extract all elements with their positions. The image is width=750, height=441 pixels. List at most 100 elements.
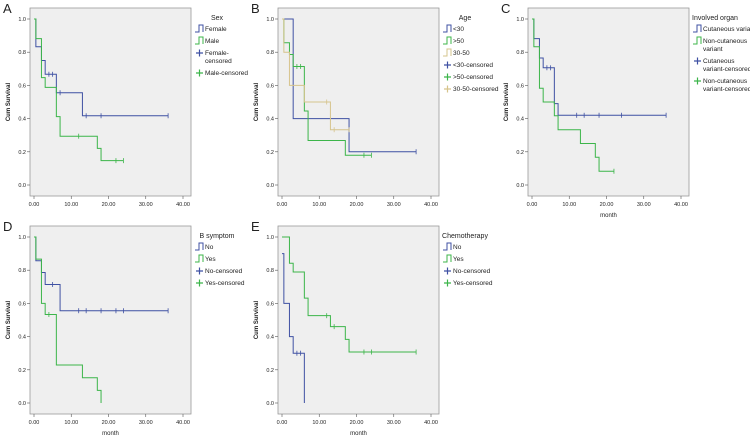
x-tick-label: 40.00 <box>176 420 190 426</box>
legend-label: No <box>205 244 214 251</box>
panel-label: A <box>3 1 12 16</box>
x-tick-label: 40.00 <box>424 202 438 208</box>
legend-label: variant <box>703 46 723 53</box>
x-tick-label: 40.00 <box>674 202 688 208</box>
y-axis-label: Cum Survival <box>504 83 510 122</box>
legend-step-icon <box>693 36 702 45</box>
legend-plus-icon <box>694 77 701 85</box>
legend-step-icon <box>195 254 204 263</box>
y-tick-label: 1.0 <box>266 235 274 241</box>
legend-label: censored <box>205 58 232 65</box>
legend-step-icon <box>443 36 452 45</box>
legend-label: >50-censored <box>453 74 493 81</box>
x-tick-label: 20.00 <box>350 202 364 208</box>
legend-label: Non-cutaneous <box>703 78 748 85</box>
x-tick-label: 20.00 <box>600 202 614 208</box>
plot-frame <box>277 225 440 415</box>
panel-a: A 0.0 0.2 0.4 0.6 0.8 1.0 0.00 10.00 20.00 30.00 40… <box>3 1 248 208</box>
y-tick-label: 1.0 <box>516 17 524 23</box>
x-axis-label: month <box>350 431 367 437</box>
legend-label: No-censored <box>453 268 491 275</box>
legend-step-icon <box>443 254 452 263</box>
legend-title: Sex <box>211 15 224 22</box>
panel-label: E <box>251 219 260 234</box>
legend-label: Yes-censored <box>453 280 493 287</box>
survival-curve-female <box>34 18 169 117</box>
x-tick-label: 30.00 <box>387 420 401 426</box>
survival-curve-male <box>34 18 124 162</box>
y-tick-label: 0.4 <box>266 117 274 123</box>
y-tick-label: 1.0 <box>18 17 26 23</box>
panel-b: B 0.0 0.2 0.4 0.6 0.8 1.0 0.00 10.00 20.00 30.00 40… <box>251 1 499 208</box>
x-tick-label: 0.00 <box>277 420 288 426</box>
panel-label: B <box>251 1 260 16</box>
survival-curve-yes <box>282 236 417 353</box>
panel-d: D 0.0 0.2 0.4 0.6 0.8 1.0 0.00 10.00 20.00 30.00 40… <box>3 219 245 437</box>
survival-curve--30 <box>282 18 417 153</box>
legend-label: <30-censored <box>453 62 493 69</box>
legend-plus-icon <box>444 61 451 69</box>
legend-label: Male <box>205 38 219 45</box>
x-tick-label: 30.00 <box>637 202 651 208</box>
y-axis-label: Cum Survival <box>254 83 260 122</box>
legend-plus-icon <box>196 279 203 287</box>
y-tick-label: 0.0 <box>516 183 524 189</box>
x-axis-label: month <box>600 213 617 219</box>
survival-curve-non-cutaneous-variant <box>532 18 614 172</box>
y-tick-label: 1.0 <box>18 235 26 241</box>
x-tick-label: 10.00 <box>64 202 78 208</box>
x-tick-label: 10.00 <box>312 420 326 426</box>
y-tick-label: 0.6 <box>516 83 524 89</box>
survival-curve-yes <box>34 236 102 403</box>
x-axis-label: month <box>102 431 119 437</box>
legend-step-icon <box>195 36 204 45</box>
y-tick-label: 0.0 <box>266 183 274 189</box>
panel-c: C 0.0 0.2 0.4 0.6 0.8 1.0 0.00 10.00 20.00 30.00 40… <box>501 1 750 219</box>
legend-label: Female- <box>205 50 229 57</box>
plot-frame <box>29 225 192 415</box>
y-tick-label: 0.0 <box>18 183 26 189</box>
legend-plus-icon <box>196 49 203 57</box>
legend-step-icon <box>443 242 452 251</box>
survival-curve-30-50 <box>282 18 350 131</box>
y-axis-label: Cum Survival <box>254 301 260 340</box>
x-tick-label: 20.00 <box>102 420 116 426</box>
legend-plus-icon <box>196 267 203 275</box>
y-tick-label: 0.2 <box>266 368 274 374</box>
legend-label: Cutaneous variant <box>703 26 750 33</box>
y-tick-label: 0.2 <box>18 368 26 374</box>
panel-label: C <box>501 1 510 16</box>
y-tick-label: 0.2 <box>18 150 26 156</box>
legend-label: Non-cutaneous <box>703 38 748 45</box>
y-tick-label: 0.8 <box>516 50 524 56</box>
x-tick-label: 10.00 <box>64 420 78 426</box>
plot-frame <box>277 7 440 197</box>
legend-plus-icon <box>444 279 451 287</box>
x-tick-label: 0.00 <box>29 420 40 426</box>
y-tick-label: 0.0 <box>266 401 274 407</box>
y-tick-label: 0.6 <box>18 83 26 89</box>
legend-title: Involved organ <box>692 15 738 22</box>
legend-label: No-censored <box>205 268 243 275</box>
legend-step-icon <box>195 242 204 251</box>
x-tick-label: 20.00 <box>102 202 116 208</box>
y-tick-label: 0.6 <box>18 301 26 307</box>
legend-plus-icon <box>444 267 451 275</box>
x-tick-label: 20.00 <box>350 420 364 426</box>
legend-label: Yes-censored <box>205 280 245 287</box>
legend-label: <30 <box>453 26 464 33</box>
x-tick-label: 0.00 <box>29 202 40 208</box>
plot-frame <box>29 7 192 197</box>
x-tick-label: 0.00 <box>277 202 288 208</box>
legend-label: Male-censored <box>205 70 248 77</box>
legend-step-icon <box>195 24 204 33</box>
panel-e: E 0.0 0.2 0.4 0.6 0.8 1.0 0.00 10.00 20.00 30.00 40… <box>251 219 493 437</box>
y-tick-label: 0.0 <box>18 401 26 407</box>
legend-label: 30-50-censored <box>453 86 499 93</box>
legend-step-icon <box>443 48 452 57</box>
y-tick-label: 0.2 <box>266 150 274 156</box>
legend-label: variant-censored <box>703 86 750 93</box>
legend-label: Yes <box>453 256 464 263</box>
y-tick-label: 0.6 <box>266 301 274 307</box>
